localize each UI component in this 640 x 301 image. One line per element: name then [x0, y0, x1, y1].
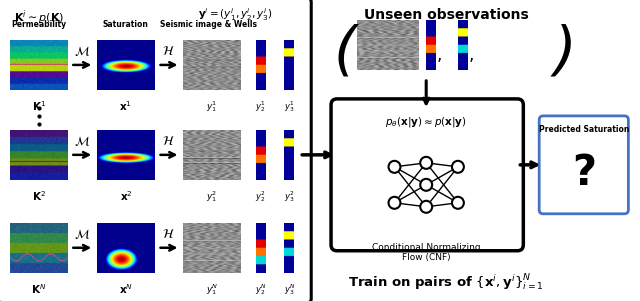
Text: $\mathbf{K}^1$: $\mathbf{K}^1$: [31, 99, 45, 113]
Text: $y_2^2$: $y_2^2$: [255, 189, 266, 204]
Text: ?: ?: [572, 152, 596, 194]
FancyBboxPatch shape: [539, 116, 628, 214]
Text: Predicted Saturation: Predicted Saturation: [539, 125, 629, 134]
Text: $\mathcal{H}$: $\mathcal{H}$: [162, 135, 175, 148]
Text: $\mathbf{x}^1$: $\mathbf{x}^1$: [120, 99, 132, 113]
Text: $\mathbf{y}^i = (y_1^i, y_2^i, y_3^i)$: $\mathbf{y}^i = (y_1^i, y_2^i, y_3^i)$: [198, 6, 273, 23]
Circle shape: [388, 197, 401, 209]
Text: ): ): [554, 23, 577, 80]
Text: $y_3^2$: $y_3^2$: [284, 189, 295, 204]
Text: $\mathbf{K}^i \sim p(\mathbf{K})$: $\mathbf{K}^i \sim p(\mathbf{K})$: [14, 8, 64, 26]
Text: Seismic image & Wells: Seismic image & Wells: [159, 20, 257, 29]
Text: Train on pairs of $\{\mathbf{x}^i, \mathbf{y}^i\}_{i=1}^N$: Train on pairs of $\{\mathbf{x}^i, \math…: [348, 272, 544, 292]
Text: ,: ,: [469, 46, 474, 64]
Text: $y_3^1$: $y_3^1$: [284, 99, 295, 114]
Text: Saturation: Saturation: [103, 20, 149, 29]
Circle shape: [452, 197, 464, 209]
Circle shape: [420, 179, 432, 191]
Text: (: (: [333, 23, 356, 80]
Text: $y_1^N$: $y_1^N$: [206, 282, 218, 297]
Text: $y_2^1$: $y_2^1$: [255, 99, 266, 114]
FancyBboxPatch shape: [331, 99, 524, 251]
Text: Permeability: Permeability: [11, 20, 66, 29]
Text: $\mathcal{M}$: $\mathcal{M}$: [74, 134, 90, 148]
Text: $\mathcal{H}$: $\mathcal{H}$: [162, 228, 175, 241]
Text: $\mathcal{M}$: $\mathcal{M}$: [74, 227, 90, 241]
Text: $\mathbf{x}^2$: $\mathbf{x}^2$: [120, 189, 132, 203]
Circle shape: [420, 201, 432, 213]
Text: ,: ,: [436, 46, 442, 64]
Text: $y_1^1$: $y_1^1$: [206, 99, 218, 114]
Text: $p_\theta(\mathbf{x}|\mathbf{y}) \approx p(\mathbf{x}|\mathbf{y})$: $p_\theta(\mathbf{x}|\mathbf{y}) \approx…: [385, 115, 467, 129]
Text: $y_2^N$: $y_2^N$: [255, 282, 267, 296]
Circle shape: [388, 161, 401, 173]
Circle shape: [420, 157, 432, 169]
Text: $\mathbf{K}^2$: $\mathbf{K}^2$: [31, 189, 45, 203]
Text: $y_3^N$: $y_3^N$: [284, 282, 295, 296]
Text: $\mathbf{x}^N$: $\mathbf{x}^N$: [119, 282, 133, 296]
Text: $\mathcal{H}$: $\mathcal{H}$: [162, 45, 175, 58]
Text: $\mathcal{M}$: $\mathcal{M}$: [74, 44, 90, 58]
Text: Unseen observations: Unseen observations: [364, 8, 529, 22]
Circle shape: [452, 161, 464, 173]
Text: $\mathbf{K}^N$: $\mathbf{K}^N$: [31, 282, 46, 296]
Text: Conditional Normalizing
Flow (CNF): Conditional Normalizing Flow (CNF): [372, 243, 481, 262]
Text: $y_1^2$: $y_1^2$: [207, 189, 218, 204]
FancyBboxPatch shape: [0, 0, 311, 301]
